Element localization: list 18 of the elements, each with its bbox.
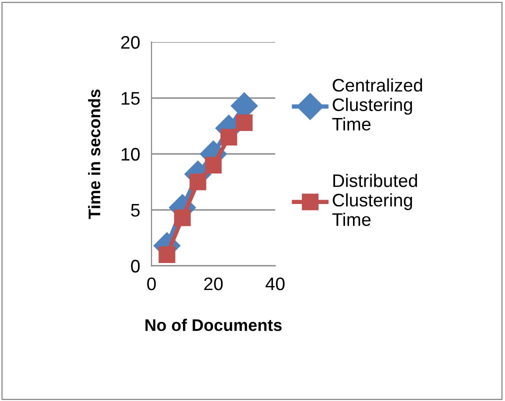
x-tick-label: 0: [147, 277, 156, 290]
point: [220, 128, 238, 146]
y-tick-label: 15: [122, 92, 140, 105]
point: [236, 114, 253, 131]
legend-label: Centralized Clustering Time: [332, 78, 422, 131]
x-tick-label: 40: [266, 277, 285, 290]
y-tick-label: 20: [121, 36, 140, 49]
point: [205, 156, 222, 174]
y-axis-title: Time in seconds: [88, 90, 100, 219]
legend-label: Distributed Clustering Time: [332, 174, 418, 226]
y-tick-label: 5: [131, 204, 140, 217]
point: [158, 246, 176, 264]
x-axis-title: No of Documents: [146, 318, 282, 332]
x-tick-label: 20: [204, 277, 223, 290]
y-tick-label: 0: [131, 260, 140, 273]
point: [190, 174, 206, 190]
point: [174, 209, 191, 226]
y-tick-label: 10: [122, 148, 140, 161]
